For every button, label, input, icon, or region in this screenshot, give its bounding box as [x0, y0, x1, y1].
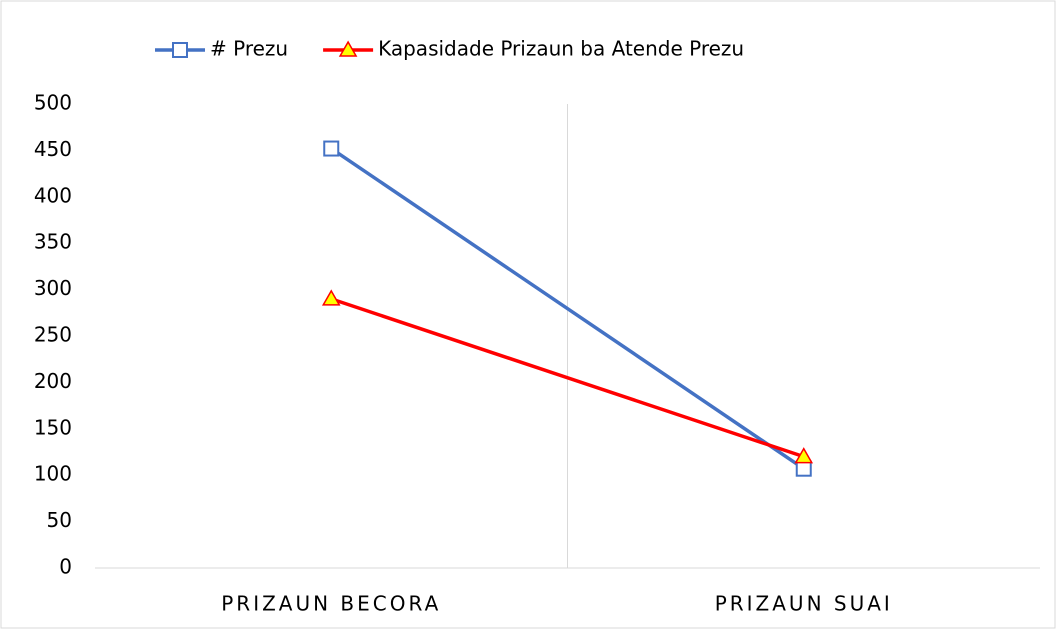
data-point	[795, 460, 812, 477]
y-tick-label: 400	[34, 183, 72, 207]
data-point	[323, 140, 340, 157]
legend-marker	[338, 40, 358, 57]
y-tick-label: 0	[59, 555, 72, 579]
legend-label: Kapasidade Prizaun ba Atende Prezu	[378, 37, 744, 61]
y-tick-label: 350	[34, 230, 72, 254]
y-tick-label: 500	[34, 91, 72, 115]
x-tick-label: PRIZAUN BECORA	[221, 592, 441, 616]
data-point	[321, 289, 341, 306]
y-tick-label: 50	[47, 508, 72, 532]
y-tick-label: 100	[34, 462, 72, 486]
legend-label: # Prezu	[210, 37, 288, 61]
x-tick-label: PRIZAUN SUAI	[715, 592, 893, 616]
series-line	[330, 147, 805, 471]
series-line	[330, 297, 805, 459]
y-tick-label: 200	[34, 369, 72, 393]
y-tick-label: 250	[34, 323, 72, 347]
legend-marker	[172, 42, 188, 58]
y-tick-label: 300	[34, 276, 72, 300]
data-point	[794, 447, 814, 464]
y-tick-label: 450	[34, 137, 72, 161]
y-tick-label: 150	[34, 415, 72, 439]
